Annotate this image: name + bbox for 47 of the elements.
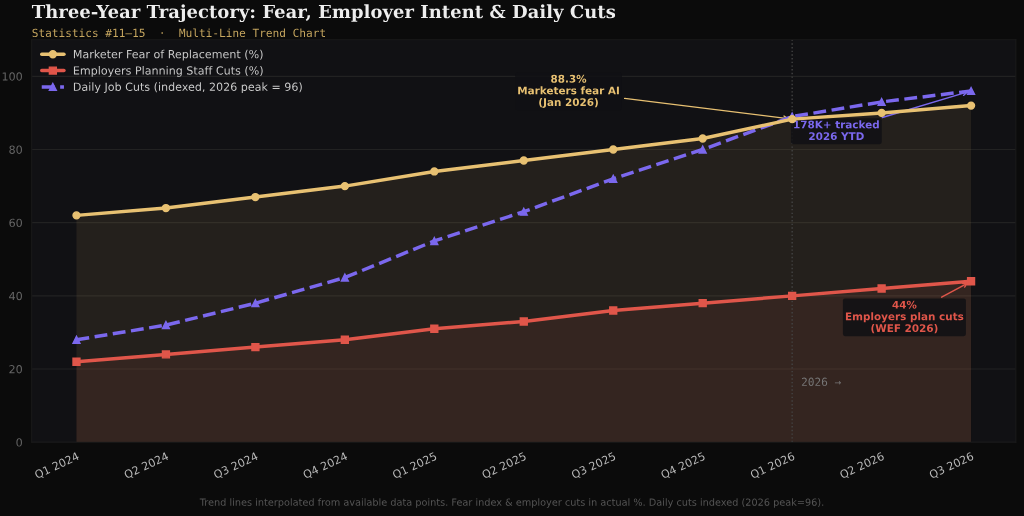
- point: [698, 145, 707, 154]
- point: [340, 273, 350, 282]
- point: [340, 181, 350, 191]
- annotation: 88.3% Marketers fear AI (Jan 2026): [518, 74, 619, 108]
- point: [787, 291, 797, 301]
- point: [966, 101, 976, 110]
- text: Trend lines interpolated from available data points. Fear index & employer cuts in actual %. Daily cuts indexed (2026 peak=96).: [199, 498, 824, 508]
- y-tick-label: 100: [2, 72, 22, 81]
- point: [966, 277, 976, 286]
- y-tick-label: 20: [9, 365, 22, 374]
- annotation: 178K+ tracked 2026 YTD: [794, 120, 879, 141]
- point: [430, 167, 439, 176]
- point: [251, 342, 260, 352]
- point: [519, 156, 528, 165]
- point: [430, 236, 439, 246]
- legend-label: Marketer Fear of Replacement (%): [73, 49, 263, 61]
- y-tick-label: 0: [16, 438, 22, 447]
- point: [72, 211, 81, 220]
- point: [698, 299, 707, 308]
- point: [161, 320, 171, 330]
- chart-title: Three-Year Trajectory: Fear, Employer Intent & Daily Cuts: [31, 4, 616, 23]
- point: [519, 317, 528, 326]
- point: [340, 335, 350, 344]
- point: [877, 97, 886, 107]
- point: [609, 306, 618, 315]
- legend-label: Daily Job Cuts (indexed, 2026 peak = 96): [73, 82, 302, 94]
- point: [609, 174, 618, 183]
- point: [161, 350, 171, 359]
- point: [72, 335, 81, 344]
- point: [161, 203, 171, 213]
- annotation: 44% Employers plan cuts (WEF 2026): [845, 300, 964, 334]
- point: [72, 357, 81, 366]
- point: [251, 299, 260, 308]
- point: [877, 108, 886, 118]
- y-tick-label: 60: [9, 218, 22, 228]
- point: [430, 324, 439, 333]
- point: [698, 134, 707, 143]
- y-tick-label: 40: [9, 291, 22, 301]
- chart-subtitle: Statistics #11–15 · Multi-Line Trend Chart: [32, 28, 325, 38]
- legend-label: Employers Planning Staff Cuts (%): [73, 66, 263, 77]
- point: [251, 192, 260, 202]
- point: [519, 207, 528, 216]
- point: [609, 145, 618, 154]
- y-tick-label: 80: [9, 145, 22, 154]
- ref-line-label: 2026 →: [801, 377, 841, 387]
- point: [966, 86, 976, 96]
- point: [877, 284, 886, 293]
